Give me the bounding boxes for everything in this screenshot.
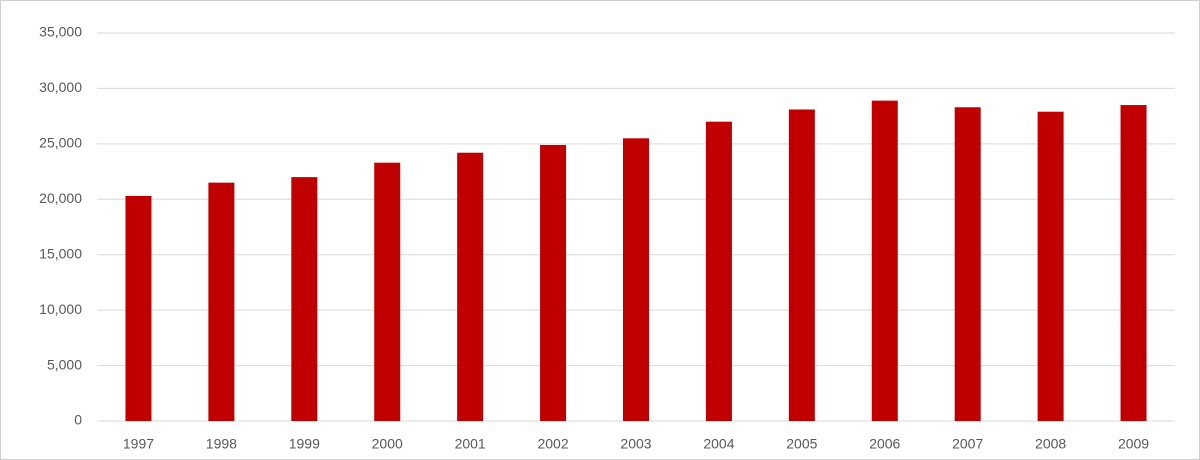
- y-tick-label: 20,000: [39, 190, 82, 206]
- bar: [457, 152, 484, 421]
- y-tick-label: 0: [74, 412, 82, 428]
- bar: [1037, 111, 1064, 422]
- bar: [705, 121, 732, 421]
- bar: [623, 138, 649, 422]
- bar: [291, 177, 318, 421]
- bar: [540, 144, 567, 422]
- x-tick-label: 2005: [786, 436, 817, 452]
- x-tick-label: 2008: [1035, 436, 1066, 452]
- bar: [125, 195, 152, 421]
- y-tick-label: 35,000: [39, 24, 82, 40]
- x-tick-label: 2003: [620, 436, 651, 452]
- x-tick-label: 2007: [952, 436, 983, 452]
- x-tick-label: 1997: [123, 436, 154, 452]
- x-tick-label: 2004: [703, 436, 734, 452]
- bar: [374, 162, 401, 421]
- x-tick-label: 1999: [289, 436, 320, 452]
- x-tick-label: 1998: [206, 436, 237, 452]
- x-tick-label: 2006: [869, 436, 900, 452]
- y-tick-label: 25,000: [39, 135, 82, 151]
- y-tick-label: 30,000: [39, 79, 82, 95]
- y-tick-label: 15,000: [39, 245, 82, 261]
- bar: [788, 109, 815, 422]
- x-tick-label: 2000: [372, 436, 403, 452]
- bar: [208, 182, 235, 421]
- y-tick-label: 10,000: [39, 301, 82, 317]
- bar: [871, 100, 898, 421]
- x-tick-label: 2002: [537, 436, 568, 452]
- y-tick-label: 5,000: [47, 356, 82, 372]
- x-tick-label: 2009: [1118, 436, 1149, 452]
- bar: [1120, 105, 1147, 422]
- bar: [954, 107, 981, 421]
- x-tick-label: 2001: [455, 436, 486, 452]
